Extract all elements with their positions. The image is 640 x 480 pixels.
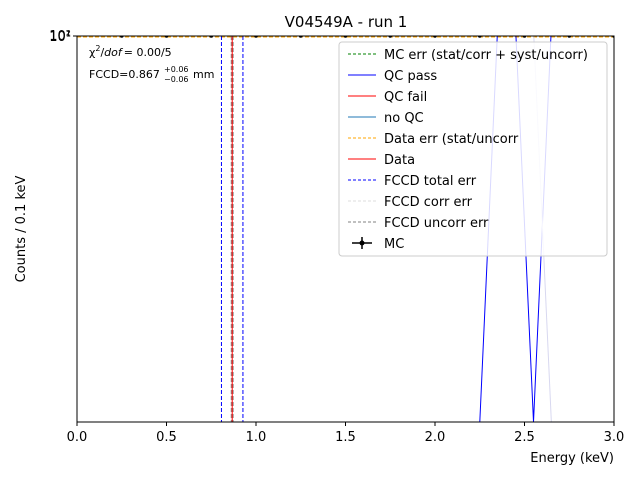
x-axis-label: Energy (keV) xyxy=(530,451,614,466)
legend-label-0: MC err (stat/corr + syst/uncorr) xyxy=(384,48,588,63)
y-tick-label-0: 10¹ xyxy=(49,30,71,45)
legend-label-8: FCCD uncorr err xyxy=(384,216,489,231)
fccd-value: FCCD=0.867 xyxy=(89,68,160,81)
y-axis-label: Counts / 0.1 keV xyxy=(14,176,29,283)
legend-label-2: QC fail xyxy=(384,90,427,105)
x-tick-label-0: 0.0 xyxy=(67,430,88,445)
chi2-annotation: χ2/dof = 0.00/5 xyxy=(89,44,172,59)
x-tick-label-1: 0.5 xyxy=(156,430,177,445)
legend-label-5: Data xyxy=(384,153,415,168)
chi2-text: χ2/dof = 0.00/5 xyxy=(89,44,172,59)
legend-label-4: Data err (stat/uncorr xyxy=(384,132,519,147)
legend-label-9: MC xyxy=(384,237,404,252)
x-tick-label-2: 1.0 xyxy=(246,430,267,445)
fccd-lower-error: −0.06 xyxy=(164,75,189,84)
series-line-0 xyxy=(86,36,552,422)
legend-label-7: FCCD corr err xyxy=(384,195,473,210)
legend-label-1: QC pass xyxy=(384,69,437,84)
x-axis: 0.0 0.5 1.0 1.5 2.0 2.5 3.0 xyxy=(67,422,625,445)
x-tick-label-4: 2.0 xyxy=(425,430,446,445)
legend-marker-dot-9 xyxy=(359,240,365,246)
chi2-value: = 0.00/5 xyxy=(124,46,172,59)
legend-label-3: no QC xyxy=(384,111,424,126)
plot-area xyxy=(76,35,615,423)
x-tick-label-6: 3.0 xyxy=(604,430,625,445)
chi2-superscript: 2 xyxy=(95,44,100,53)
y-tick-label-1: 10² xyxy=(49,29,71,44)
chi2-dof: dof xyxy=(104,46,124,59)
chi2-slash: / xyxy=(100,46,104,59)
fccd-unit: mm xyxy=(193,68,214,81)
chi2-symbol: χ xyxy=(89,46,96,59)
x-tick-label-5: 2.5 xyxy=(514,430,535,445)
x-tick-label-3: 1.5 xyxy=(335,430,356,445)
fccd-annotation: FCCD=0.867 +0.06 −0.06 mm xyxy=(89,65,214,84)
legend-frame xyxy=(338,41,608,257)
legend-label-6: FCCD total err xyxy=(384,174,477,189)
legend: MC err (stat/corr + syst/uncorr) QC pass Q… xyxy=(338,41,608,257)
chart-title: V04549A - run 1 xyxy=(285,13,408,31)
fccd-upper-error: +0.06 xyxy=(164,65,189,74)
